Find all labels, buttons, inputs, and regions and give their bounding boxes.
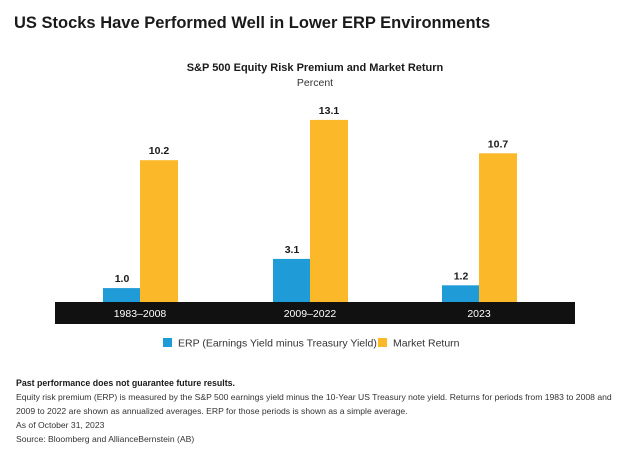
data-label-market-return-1: 13.1 — [319, 105, 340, 117]
legend-swatch-market-return — [378, 338, 387, 347]
data-label-erp-0: 1.0 — [115, 273, 130, 285]
legend: ERP (Earnings Yield minus Treasury Yield… — [163, 338, 460, 350]
definition-text: Equity risk premium (ERP) is measured by… — [16, 392, 612, 416]
x-tick-labels: 1983–2008 2009–2022 2023 — [114, 308, 491, 320]
legend-label-market-return: Market Return — [393, 338, 460, 350]
bars-layer: 1.0 3.1 1.2 10.2 13.1 10.7 — [103, 105, 517, 303]
bar-erp-0 — [103, 288, 141, 302]
data-label-market-return-0: 10.2 — [149, 145, 170, 157]
data-label-erp-2: 1.2 — [454, 270, 469, 282]
legend-swatch-erp — [163, 338, 172, 347]
source-text: Source: Bloomberg and AllianceBernstein … — [16, 434, 195, 444]
chart-subtitle: Percent — [297, 77, 333, 89]
bar-erp-2 — [442, 285, 480, 302]
bar-market-return-2 — [479, 153, 517, 302]
legend-label-erp: ERP (Earnings Yield minus Treasury Yield… — [178, 338, 377, 350]
bar-market-return-1 — [310, 119, 348, 303]
chart-title: S&P 500 Equity Risk Premium and Market R… — [187, 62, 444, 74]
footnotes: Past performance does not guarantee futu… — [16, 376, 612, 446]
category-axis-band — [55, 302, 575, 324]
bar-erp-1 — [273, 258, 311, 302]
data-label-erp-1: 3.1 — [285, 244, 300, 256]
x-tick-label-1: 2009–2022 — [284, 308, 337, 320]
data-label-market-return-2: 10.7 — [488, 138, 509, 150]
disclaimer-text: Past performance does not guarantee futu… — [16, 378, 235, 388]
x-tick-label-0: 1983–2008 — [114, 308, 167, 320]
page-title: US Stocks Have Performed Well in Lower E… — [14, 14, 491, 32]
x-tick-label-2: 2023 — [467, 308, 491, 320]
as-of-date: As of October 31, 2023 — [16, 420, 105, 430]
bar-market-return-0 — [140, 160, 178, 302]
